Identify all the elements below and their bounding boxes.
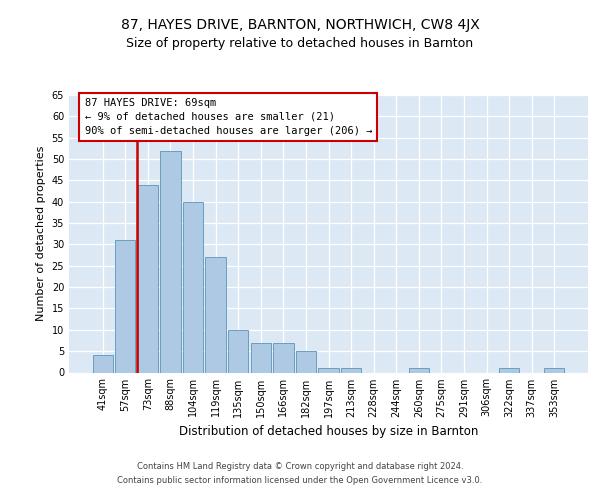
Text: 87, HAYES DRIVE, BARNTON, NORTHWICH, CW8 4JX: 87, HAYES DRIVE, BARNTON, NORTHWICH, CW8… (121, 18, 479, 32)
Bar (544, 368, 565, 372)
X-axis label: Distribution of detached houses by size in Barnton: Distribution of detached houses by size … (179, 425, 478, 438)
Bar (228, 330, 248, 372)
Text: Contains public sector information licensed under the Open Government Licence v3: Contains public sector information licen… (118, 476, 482, 485)
Bar (296, 351, 316, 372)
Y-axis label: Number of detached properties: Number of detached properties (36, 146, 46, 322)
Bar (273, 342, 293, 372)
Bar (251, 342, 271, 372)
Bar (138, 184, 158, 372)
Bar (341, 368, 361, 372)
Bar (183, 202, 203, 372)
Text: 87 HAYES DRIVE: 69sqm
← 9% of detached houses are smaller (21)
90% of semi-detac: 87 HAYES DRIVE: 69sqm ← 9% of detached h… (85, 98, 372, 136)
Bar (409, 368, 429, 372)
Text: Size of property relative to detached houses in Barnton: Size of property relative to detached ho… (127, 38, 473, 51)
Bar (319, 368, 338, 372)
Bar (160, 150, 181, 372)
Bar (115, 240, 136, 372)
Bar (499, 368, 519, 372)
Text: Contains HM Land Registry data © Crown copyright and database right 2024.: Contains HM Land Registry data © Crown c… (137, 462, 463, 471)
Bar (205, 257, 226, 372)
Bar (92, 356, 113, 372)
